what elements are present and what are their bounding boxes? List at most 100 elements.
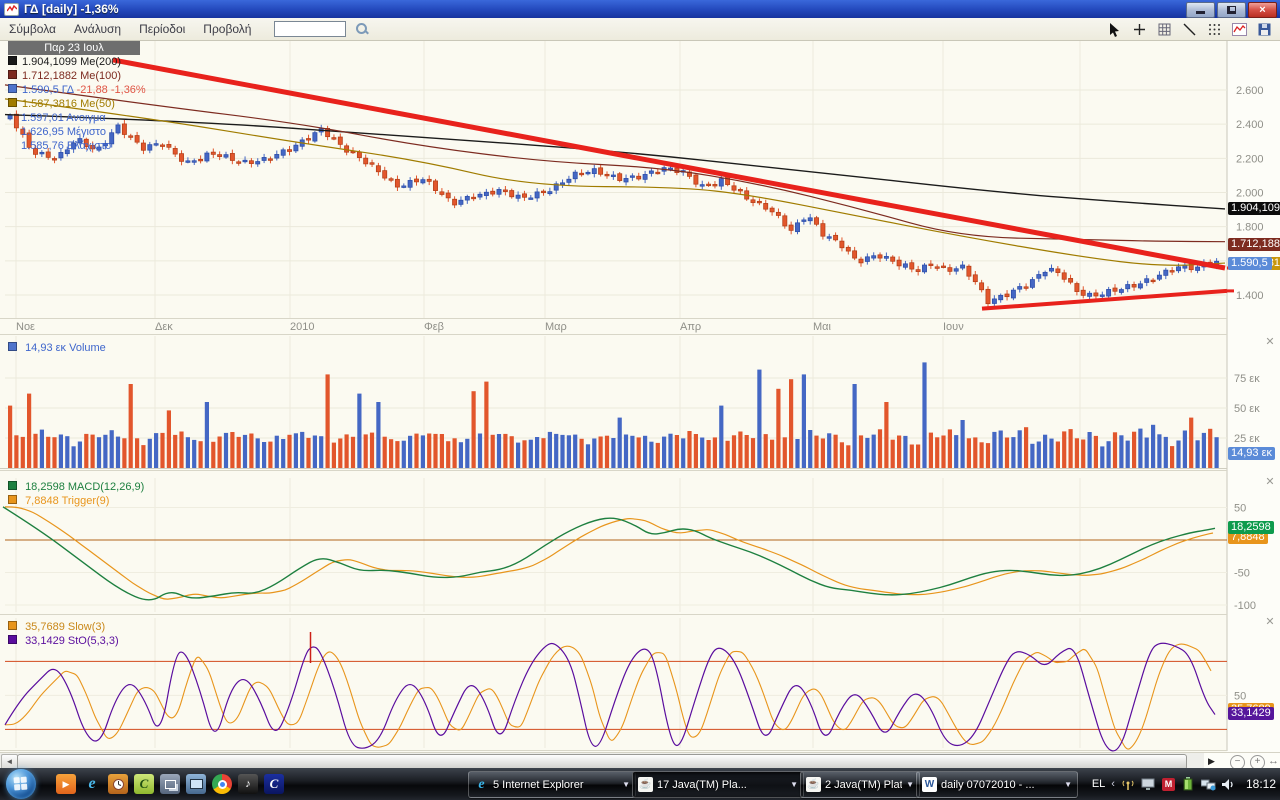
axis-tick-label: 1.800 [1236,222,1264,234]
slow-marker-icon [8,621,17,630]
volume-tag: 14,93 εκ [1228,447,1275,460]
restore-button[interactable] [1217,2,1246,18]
axis-tick-label: 2.200 [1236,153,1264,165]
task-button-3[interactable]: ☕ 2 Java(TM) Platf...▼ [800,771,920,798]
axis-tick-label: -50 [1234,568,1250,580]
macd-panel-close-icon[interactable]: ✕ [1265,476,1275,488]
axis-tick-label: Νοε [16,321,35,333]
axis-tick-label: 25 εκ [1234,433,1260,445]
tray-battery-icon[interactable] [1181,777,1196,791]
chevron-down-icon[interactable]: ▼ [1064,780,1072,789]
quicklaunch-window-switcher-icon[interactable] [160,774,180,794]
tray-signal-icon[interactable] [1121,777,1136,791]
java-icon: ☕ [806,777,821,792]
volume-panel-header: 14,93 εκ Volume [8,341,106,355]
chevron-down-icon[interactable]: ▼ [622,780,630,789]
chevron-down-icon[interactable]: ▼ [906,780,914,789]
tray-network-icon[interactable] [1200,777,1216,791]
series-marker-icon [8,56,17,65]
axis-tick-label: 2.400 [1236,119,1264,131]
axis-tick-label: Απρ [680,321,701,333]
tray-mcafee-icon[interactable]: M [1161,777,1176,791]
legend-row-ma50: 1.587,3816 Me(50) [8,97,115,111]
symbol-search-input[interactable] [274,21,347,37]
series-marker-icon [8,84,17,93]
trendline-1[interactable] [981,288,1228,311]
task-button-2[interactable]: ☕ 17 Java(TM) Pla... ▼ [632,771,804,798]
java-icon: ☕ [638,777,653,792]
grid-icon[interactable] [1156,21,1172,37]
stoch-line [4,642,1216,752]
axis-tick-label: 2.000 [1236,188,1264,200]
tray-volume-icon[interactable] [1221,777,1236,791]
menu-item-1[interactable]: Σύμβολα [9,22,56,36]
task-button-label: 17 Java(TM) Pla... [657,778,747,791]
fit-width-icon[interactable]: ↔ [1268,755,1279,767]
crosshair-icon[interactable] [1131,21,1147,37]
menu-item-2[interactable]: Ανάλυση [74,22,122,36]
volume-panel-close-icon[interactable]: ✕ [1265,336,1275,348]
quicklaunch-c-app-icon[interactable]: C [264,774,284,794]
task-button-1[interactable]: e 5 Internet Explorer ▼ [468,771,636,798]
taskbar: ▶ e C ♪ C e 5 Internet Explorer ▼ ☕ 17 Java(TM) … [0,768,1280,800]
axis-tick-label: 50 [1234,690,1246,702]
search-icon[interactable] [356,23,368,35]
save-icon[interactable] [1256,21,1272,37]
language-indicator[interactable]: EL [1091,778,1106,790]
legend-row-low: 1.585,76 Ελάχιστο [21,140,112,152]
quicklaunch-wave-icon[interactable]: C [134,774,154,794]
axis-tick-label: 50 [1234,503,1246,515]
trendline-0[interactable] [112,57,1226,271]
task-button-label: 5 Internet Explorer [493,778,584,791]
legend-row-ma200: 1.904,1099 Me(200) [8,55,121,69]
macd-line [2,506,1216,601]
app-icon [4,2,19,16]
scroll-right-button[interactable]: ▶ [1208,756,1215,766]
tray-display-icon[interactable] [1141,777,1156,791]
minimize-button[interactable] [1186,2,1215,18]
word-document-icon: W [922,777,937,792]
time-scrollbar: ◄ ▶ − + ↔ [0,752,1280,770]
axis-tick-label: 50 εκ [1234,403,1260,415]
start-button[interactable] [6,769,36,799]
pointer-icon[interactable] [1106,21,1122,37]
quicklaunch-clock-icon[interactable] [108,774,128,794]
menu-item-4[interactable]: Προβολή [203,22,252,36]
trendline-icon[interactable] [1181,21,1197,37]
stoch-panel-close-icon[interactable]: ✕ [1265,616,1275,628]
close-button[interactable]: × [1248,2,1277,18]
tray-expand-icon[interactable]: ‹ [1111,778,1115,790]
taskbar-clock[interactable]: 18:12 [1245,777,1276,791]
legend-row-open: 1.597,01 Ανοιγμα [21,112,106,124]
legend-row-last: 1.590,5 ΓΔ -21,88 -1,36% [8,83,146,97]
menu-item-3[interactable]: Περίοδοι [139,22,186,36]
series-marker-icon [8,98,17,107]
title-bar[interactable]: ΓΔ [daily] -1,36% × [0,0,1280,18]
dots-grid-icon[interactable] [1206,21,1222,37]
quicklaunch-desktop-icon[interactable] [186,774,206,794]
task-button-label: 2 Java(TM) Platf... [825,778,903,791]
axis-tick-label: 1.400 [1236,290,1264,302]
quicklaunch-music-icon[interactable]: ♪ [238,774,258,794]
axis-tick-label: Ιουν [943,321,964,333]
macd-trigger-header: 7,8848 Trigger(9) [8,494,109,508]
chevron-down-icon[interactable]: ▼ [790,780,798,789]
quicklaunch-internet-explorer-icon[interactable]: e [88,775,96,792]
axis-tick-label: 2010 [290,321,314,333]
moving-averages [4,84,1226,266]
zoom-in-button[interactable]: + [1250,755,1265,770]
chart-type-icon[interactable] [1231,21,1247,37]
crosshair-date-tooltip: Παρ 23 Ιουλ [8,41,140,55]
trigger-tag: 7,8848 [1228,531,1268,544]
volume-series [8,362,1219,468]
quicklaunch-media-player-icon[interactable]: ▶ [56,774,76,794]
quicklaunch-chrome-icon[interactable] [212,774,232,794]
macd-marker-icon [8,481,17,490]
legend-row-ma100: 1.712,1882 Me(100) [8,69,121,83]
volume-marker-icon [8,342,17,351]
window-title: ΓΔ [daily] -1,36% [24,2,119,16]
trigger-marker-icon [8,495,17,504]
stoch-panel-header: 33,1429 StO(5,3,3) [8,634,119,648]
